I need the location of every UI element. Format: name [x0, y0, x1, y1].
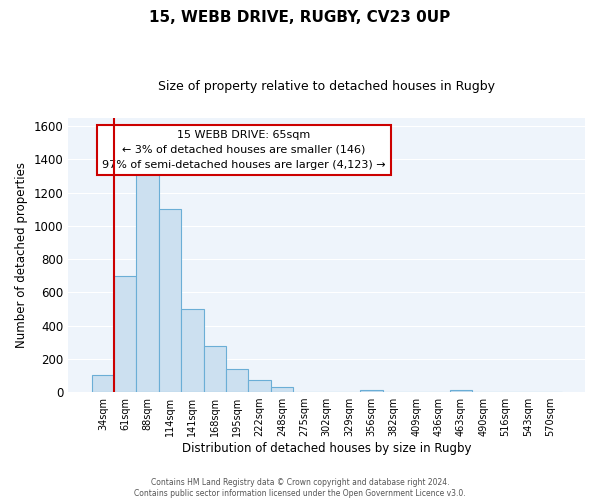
Bar [92, 376, 114, 392]
Title: Size of property relative to detached houses in Rugby: Size of property relative to detached ho… [158, 80, 495, 93]
Text: 15 WEBB DRIVE: 65sqm
← 3% of detached houses are smaller (146)
97% of semi-detac: 15 WEBB DRIVE: 65sqm ← 3% of detached ho… [102, 130, 386, 170]
Bar [360, 390, 383, 392]
Bar [226, 369, 248, 392]
X-axis label: Distribution of detached houses by size in Rugby: Distribution of detached houses by size … [182, 442, 472, 455]
Y-axis label: Number of detached properties: Number of detached properties [15, 162, 28, 348]
Text: Contains HM Land Registry data © Crown copyright and database right 2024.
Contai: Contains HM Land Registry data © Crown c… [134, 478, 466, 498]
Bar [136, 171, 159, 392]
Text: 15, WEBB DRIVE, RUGBY, CV23 0UP: 15, WEBB DRIVE, RUGBY, CV23 0UP [149, 10, 451, 25]
Bar [248, 380, 271, 392]
Bar [114, 276, 136, 392]
Bar [159, 209, 181, 392]
Bar [203, 346, 226, 392]
Bar [449, 390, 472, 392]
Bar [271, 387, 293, 392]
Bar [181, 309, 203, 392]
